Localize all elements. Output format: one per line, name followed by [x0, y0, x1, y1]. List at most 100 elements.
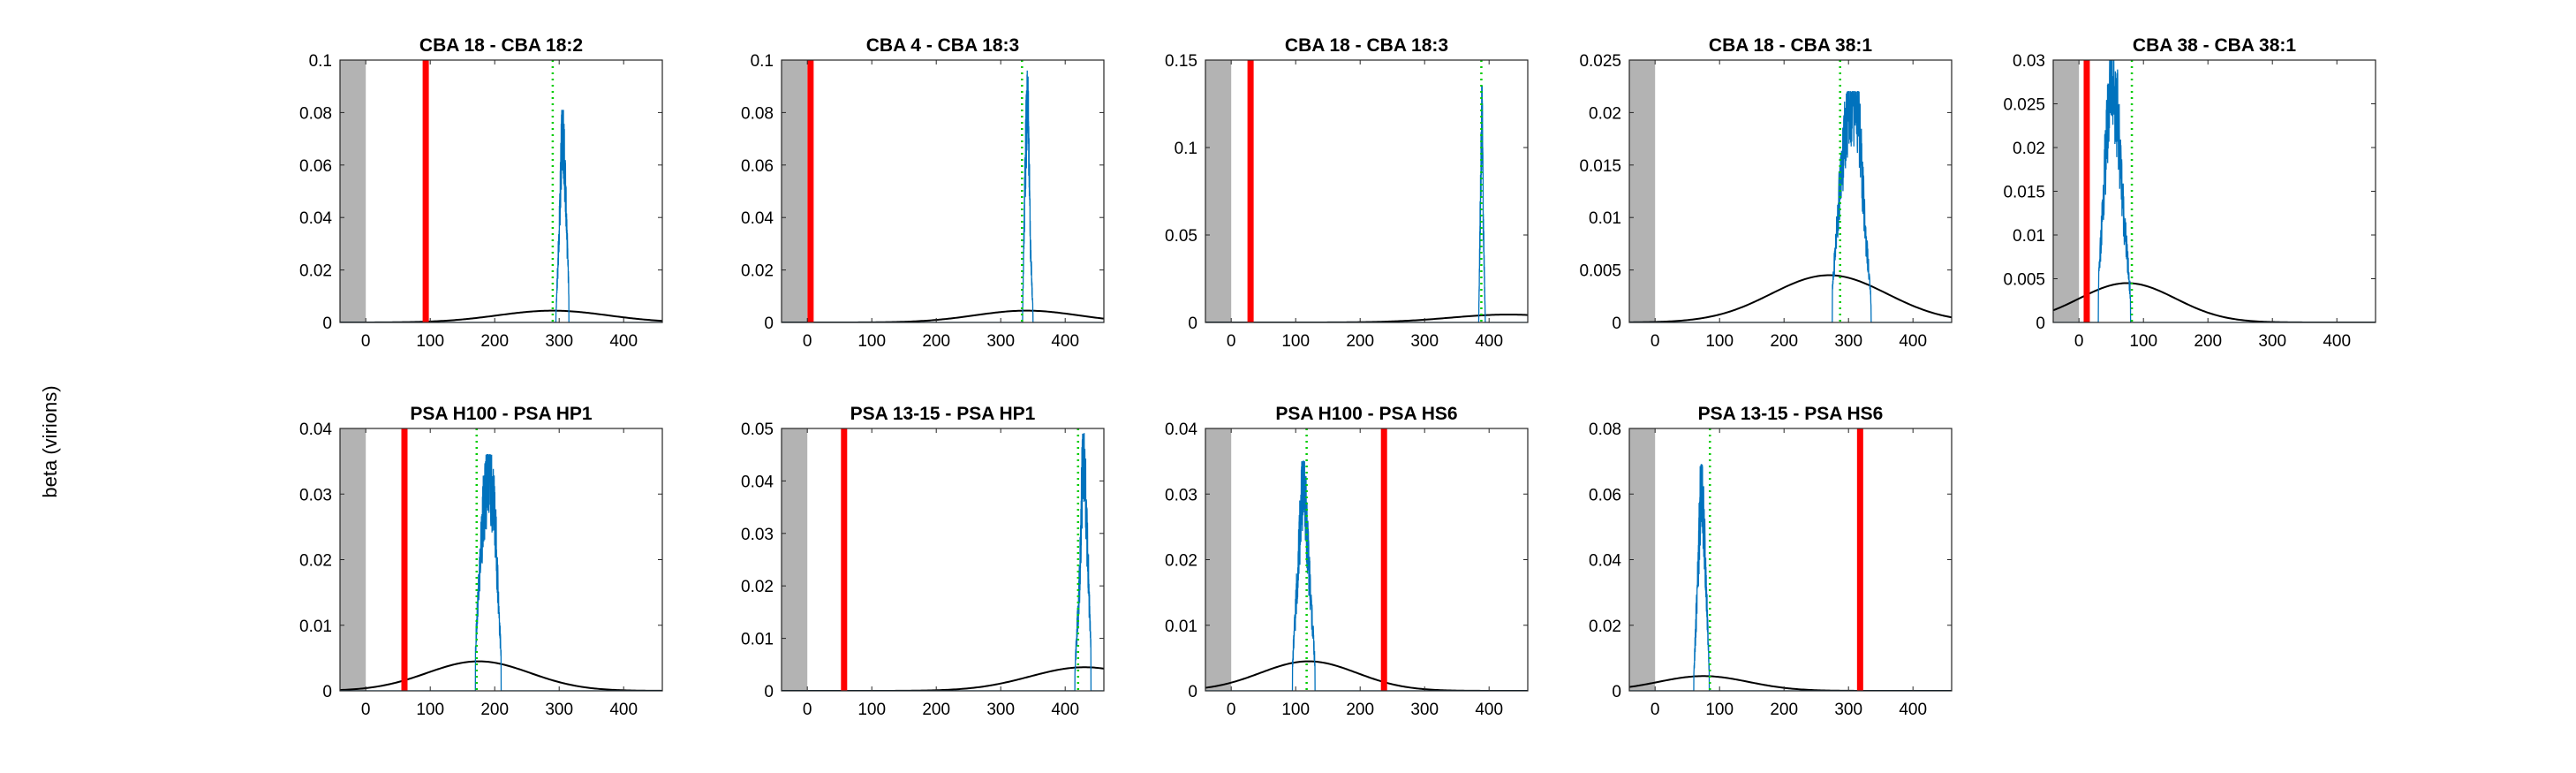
x-tick-label: 100	[416, 332, 444, 351]
axes-box	[781, 59, 1105, 323]
x-tick-label: 0	[2074, 332, 2084, 351]
posterior-trace	[782, 70, 1104, 322]
x-tick-label: 300	[1410, 701, 1439, 719]
x-tick-label: 400	[1051, 701, 1079, 719]
plot-area	[2053, 60, 2376, 322]
x-tick-label: 300	[1834, 332, 1862, 351]
x-tick-label: 100	[1281, 701, 1310, 719]
x-tick-label: 100	[416, 701, 444, 719]
subplot: 0 100 200 300 400 0 0.005 0.01 0.015 0.02 0.025 CBA…	[1579, 35, 1953, 351]
y-tick-label: 0.08	[741, 104, 774, 123]
x-tick-label: 400	[1051, 332, 1079, 351]
axes-box	[2052, 59, 2376, 323]
x-tick-label: 300	[1834, 701, 1862, 719]
x-tick-label: 300	[1410, 332, 1439, 351]
y-tick-label: 0.03	[741, 526, 774, 544]
x-tick-label: 400	[1475, 332, 1503, 351]
x-tick-label: 0	[1651, 701, 1660, 719]
x-tick-label: 400	[1899, 701, 1927, 719]
y-tick-label: 0.08	[1589, 421, 1621, 439]
prior-curve	[782, 309, 1104, 322]
subplot: 0 100 200 300 400 0 0.01 0.02 0.03 0.04 0.05 PSA 13…	[741, 404, 1105, 719]
x-tick-label: 300	[986, 701, 1015, 719]
x-tick-label: 400	[2323, 332, 2351, 351]
plot-area	[1205, 428, 1528, 691]
y-tick-label: 0.1	[1175, 140, 1197, 158]
plot-area	[782, 428, 1104, 691]
subplot-title: PSA H100 - PSA HP1	[410, 404, 593, 424]
x-tick-label: 0	[361, 332, 371, 351]
shared-y-axis-label: beta (virions)	[39, 385, 61, 497]
axes-box	[781, 428, 1105, 692]
posterior-trace	[1629, 464, 1952, 691]
subplot-title: CBA 18 - CBA 18:2	[419, 35, 583, 56]
y-tick-label: 0.025	[1579, 52, 1621, 71]
excluded-region	[340, 60, 366, 322]
y-tick-label: 0.1	[751, 52, 774, 71]
x-tick-label: 100	[2129, 332, 2157, 351]
y-tick-label: 0.005	[2003, 271, 2045, 290]
subplot-title: CBA 38 - CBA 38:1	[2133, 35, 2296, 56]
y-tick-label: 0.05	[1165, 227, 1197, 246]
x-tick-label: 300	[545, 701, 573, 719]
x-tick-label: 0	[361, 701, 371, 719]
y-tick-label: 0	[1188, 315, 1197, 333]
x-tick-label: 0	[803, 332, 812, 351]
x-tick-label: 400	[609, 701, 638, 719]
x-tick-label: 200	[922, 332, 950, 351]
y-tick-label: 0.03	[299, 486, 332, 504]
y-tick-label: 0.005	[1579, 262, 1621, 281]
x-tick-label: 0	[1227, 332, 1236, 351]
posterior-trace	[1205, 460, 1528, 691]
y-tick-label: 0.02	[1589, 104, 1621, 123]
prior-curve	[340, 309, 662, 322]
y-tick-label: 0.02	[299, 262, 332, 281]
x-tick-label: 0	[1651, 332, 1660, 351]
plot-area	[1629, 60, 1952, 322]
axes-box	[1205, 59, 1529, 323]
plot-area	[340, 60, 662, 322]
prior-curve	[782, 666, 1104, 691]
y-tick-label: 0.01	[299, 618, 332, 636]
y-tick-label: 0.04	[1165, 421, 1197, 439]
y-tick-label: 0.1	[309, 52, 332, 71]
subplot-title: CBA 4 - CBA 18:3	[866, 35, 1019, 56]
subplot: 0 100 200 300 400 0 0.02 0.04 0.06 0.08 PSA 13-15 …	[1589, 404, 1953, 719]
x-tick-label: 400	[1475, 701, 1503, 719]
axes-box	[1628, 59, 1953, 323]
y-tick-label: 0.04	[299, 209, 332, 228]
x-tick-label: 200	[2194, 332, 2222, 351]
y-tick-label: 0.08	[299, 104, 332, 123]
y-tick-label: 0.02	[741, 578, 774, 596]
plot-area	[782, 60, 1104, 322]
y-tick-label: 0.06	[1589, 486, 1621, 504]
posterior-trace	[340, 454, 662, 691]
y-tick-label: 0.05	[741, 421, 774, 439]
y-tick-label: 0.01	[1589, 209, 1621, 228]
prior-curve	[1205, 660, 1528, 691]
posterior-trace	[782, 433, 1104, 691]
subplot-title: PSA 13-15 - PSA HS6	[1698, 404, 1884, 424]
y-tick-label: 0.015	[1579, 157, 1621, 176]
posterior-trace	[340, 110, 662, 322]
x-tick-label: 400	[609, 332, 638, 351]
y-tick-label: 0.04	[299, 421, 332, 439]
y-tick-label: 0.04	[741, 209, 774, 228]
subplot: 0 100 200 300 400 0 0.05 0.1 0.15 CBA 18 - CBA 18…	[1165, 35, 1529, 351]
subplot: 0 100 200 300 400 0 0.01 0.02 0.03 0.04 PSA H100 -…	[299, 404, 663, 719]
y-tick-label: 0	[764, 315, 774, 333]
x-tick-label: 200	[480, 332, 509, 351]
y-tick-label: 0.01	[741, 631, 774, 649]
y-tick-label: 0.04	[741, 473, 774, 491]
x-tick-label: 200	[922, 701, 950, 719]
x-tick-label: 0	[1227, 701, 1236, 719]
plot-area	[1205, 60, 1528, 322]
y-tick-label: 0.03	[2013, 52, 2045, 71]
y-tick-label: 0.15	[1165, 52, 1197, 71]
x-tick-label: 200	[1770, 332, 1798, 351]
x-tick-label: 100	[857, 701, 886, 719]
y-tick-label: 0.06	[299, 157, 332, 176]
y-tick-label: 0.03	[1165, 486, 1197, 504]
subplot: 0 100 200 300 400 0 0.02 0.04 0.06 0.08 0.1 CBA 18 …	[299, 35, 663, 351]
subplot-title: CBA 18 - CBA 38:1	[1709, 35, 1872, 56]
